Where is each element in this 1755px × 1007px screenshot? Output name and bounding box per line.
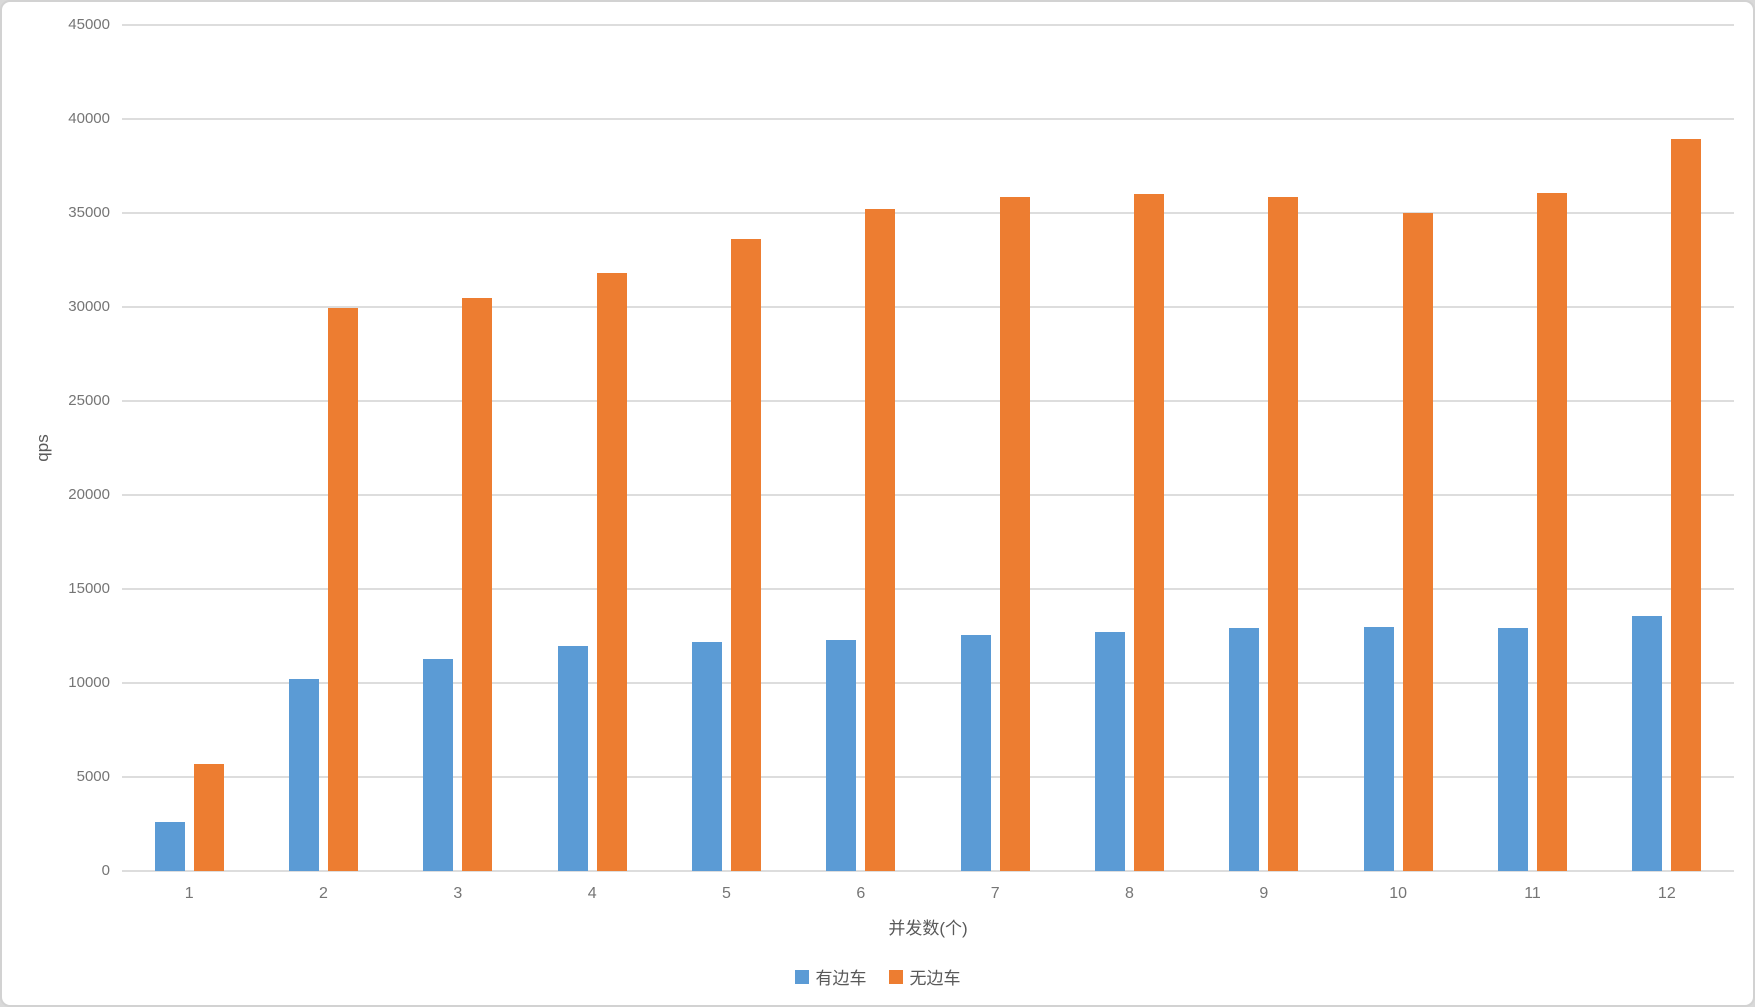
y-tick-label-20000: 20000	[68, 486, 110, 503]
x-tick-label-10: 10	[1389, 885, 1408, 902]
bar-without-sidecar-10	[1402, 213, 1433, 871]
legend-label-without-sidecar: 无边车	[909, 969, 961, 988]
gridline-40000	[122, 118, 1734, 120]
bar-with-sidecar-7	[960, 635, 991, 871]
bar-with-sidecar-12	[1632, 616, 1663, 871]
bar-with-sidecar-5	[692, 641, 722, 871]
gridline-30000	[122, 306, 1734, 308]
y-tick-label-5000: 5000	[76, 768, 110, 785]
bar-without-sidecar-6	[865, 209, 896, 871]
bar-with-sidecar-3	[423, 658, 454, 871]
y-tick-label-10000: 10000	[68, 674, 110, 691]
x-tick-label-11: 11	[1524, 885, 1541, 902]
bar-without-sidecar-5	[731, 239, 761, 871]
bar-with-sidecar-6	[826, 639, 857, 871]
bar-without-sidecar-8	[1134, 194, 1164, 871]
bar-without-sidecar-2	[328, 307, 358, 871]
gridline-20000	[122, 494, 1734, 496]
gridline-15000	[122, 588, 1734, 590]
bar-without-sidecar-3	[462, 297, 493, 871]
bar-with-sidecar-11	[1498, 627, 1528, 871]
x-tick-label-12: 12	[1657, 885, 1676, 902]
y-tick-label-30000: 30000	[68, 298, 110, 315]
gridline-5000	[122, 776, 1734, 778]
x-tick-label-5: 5	[722, 885, 731, 902]
legend-item-without-sidecar: 无边车	[888, 964, 961, 989]
legend: 有边车 无边车	[2, 964, 1753, 989]
bar-without-sidecar-9	[1268, 197, 1299, 871]
y-tick-label-15000: 15000	[68, 580, 110, 597]
x-tick-label-6: 6	[856, 885, 866, 902]
legend-item-with-sidecar: 有边车	[794, 964, 867, 989]
x-axis-title: 并发数(个)	[888, 919, 968, 938]
bar-without-sidecar-12	[1671, 138, 1702, 871]
bar-without-sidecar-1	[193, 763, 224, 871]
bar-without-sidecar-7	[999, 197, 1030, 871]
bar-with-sidecar-2	[289, 679, 319, 871]
x-tick-label-7: 7	[990, 885, 1000, 902]
plot-area	[122, 24, 1734, 872]
x-tick-label-8: 8	[1125, 885, 1134, 902]
gridline-0	[122, 870, 1734, 872]
y-tick-label-25000: 25000	[68, 392, 110, 409]
y-tick-label-40000: 40000	[68, 110, 110, 127]
x-tick-label-9: 9	[1259, 885, 1269, 902]
bar-with-sidecar-4	[557, 646, 588, 871]
bar-with-sidecar-8	[1095, 632, 1125, 871]
y-axis-title: qps	[33, 434, 52, 462]
bar-without-sidecar-4	[596, 273, 627, 871]
y-tick-label-0: 0	[101, 862, 110, 879]
bar-with-sidecar-10	[1363, 626, 1394, 871]
y-tick-label-35000: 35000	[68, 204, 110, 221]
gridline-35000	[122, 212, 1734, 214]
legend-label-with-sidecar: 有边车	[815, 969, 867, 988]
legend-swatch-without-sidecar	[888, 969, 903, 984]
x-tick-label-3: 3	[453, 885, 463, 902]
bar-without-sidecar-11	[1537, 193, 1567, 871]
bar-with-sidecar-9	[1229, 627, 1260, 871]
x-tick-label-4: 4	[587, 885, 597, 902]
bar-with-sidecar-1	[154, 822, 185, 871]
gridline-45000	[122, 24, 1734, 26]
y-tick-label-45000: 45000	[68, 16, 110, 33]
legend-swatch-with-sidecar	[794, 969, 809, 984]
gridline-25000	[122, 400, 1734, 402]
x-tick-label-1: 1	[184, 885, 194, 902]
gridline-10000	[122, 682, 1734, 684]
x-tick-label-2: 2	[319, 885, 328, 902]
